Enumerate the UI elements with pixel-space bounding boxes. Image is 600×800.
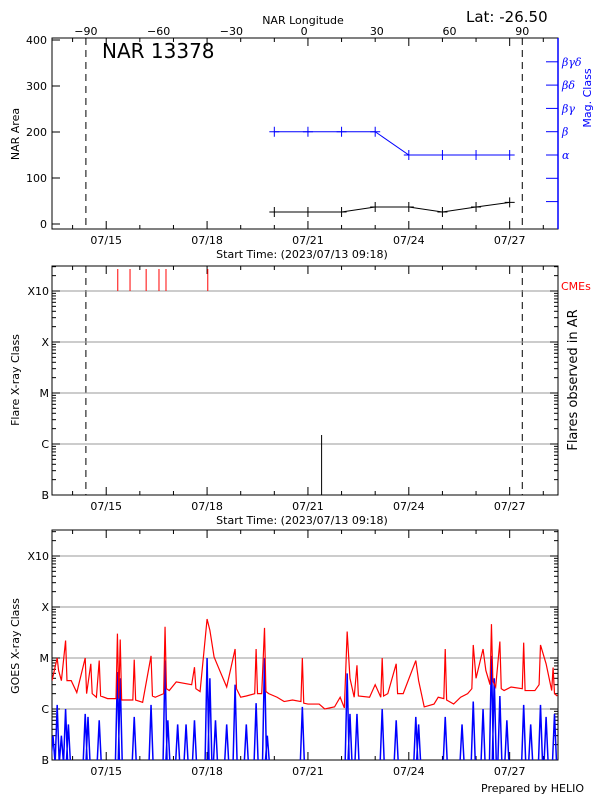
class-tick-label: X10 xyxy=(27,550,49,563)
class-tick-label: B xyxy=(41,754,49,767)
mag-class-tick-label: βγ xyxy=(561,102,575,115)
area-tick-label: 100 xyxy=(26,172,47,185)
x-tick-label: 07/27 xyxy=(494,765,526,778)
x-tick-label: 07/15 xyxy=(90,500,122,513)
area-tick-label: 200 xyxy=(26,126,47,139)
longitude-tick-label: −60 xyxy=(147,25,170,38)
x-tick-label: 07/15 xyxy=(90,765,122,778)
longitude-tick-label: 0 xyxy=(301,25,308,38)
flares-observed-label: Flares observed in AR xyxy=(566,309,581,450)
x-tick-label: 07/24 xyxy=(393,234,425,247)
area-point xyxy=(336,207,347,218)
area-point xyxy=(302,207,313,218)
x-tick-label: 07/27 xyxy=(494,500,526,513)
area-tick-label: 300 xyxy=(26,80,47,93)
top-axis-label: NAR Longitude xyxy=(262,14,344,27)
latitude-annotation: Lat: -26.50 xyxy=(466,8,548,26)
goes-short-channel-line xyxy=(52,655,558,760)
x-tick-label: 07/21 xyxy=(292,765,324,778)
x-tick-label: 07/15 xyxy=(90,234,122,247)
class-tick-label: X xyxy=(41,601,49,614)
class-tick-label: M xyxy=(40,652,50,665)
chart-title: NAR 13378 xyxy=(102,39,215,63)
mag-class-point xyxy=(336,126,347,137)
class-tick-label: B xyxy=(41,489,49,502)
middle-x-axis-label: Start Time: (2023/07/13 09:18) xyxy=(216,514,388,527)
flare-axis-label: Flare X-ray Class xyxy=(9,334,22,426)
area-point xyxy=(471,201,482,212)
mag-class-tick-label: βδ xyxy=(561,79,575,92)
longitude-tick-label: 30 xyxy=(370,25,384,38)
panel-frame-2 xyxy=(51,265,559,496)
mag-class-point xyxy=(370,126,381,137)
class-tick-label: C xyxy=(41,438,49,451)
area-point xyxy=(437,207,448,218)
x-tick-label: 07/18 xyxy=(191,765,223,778)
area-series-line xyxy=(274,201,510,213)
longitude-tick-label: 90 xyxy=(515,25,529,38)
mag-class-point xyxy=(269,126,280,137)
area-tick-label: 0 xyxy=(40,218,47,231)
top-x-axis-label: Start Time: (2023/07/13 09:18) xyxy=(216,248,388,261)
x-tick-label: 07/18 xyxy=(191,500,223,513)
class-tick-label: C xyxy=(41,703,49,716)
mag-class-point xyxy=(471,150,482,160)
longitude-tick-label: −90 xyxy=(74,25,97,38)
goes-long-channel-line xyxy=(52,618,558,710)
x-tick-label: 07/18 xyxy=(191,234,223,247)
mag-class-axis-label: Mag. Class xyxy=(581,68,594,127)
panel-frame-1 xyxy=(51,37,559,230)
class-tick-label: X xyxy=(41,336,49,349)
class-tick-label: M xyxy=(40,387,50,400)
area-tick-label: 400 xyxy=(26,34,47,47)
mag-class-series-line xyxy=(274,131,510,156)
area-axis-label: NAR Area xyxy=(9,108,22,160)
footer-credit: Prepared by HELIO xyxy=(481,782,584,795)
longitude-tick-label: 60 xyxy=(443,25,457,38)
x-tick-label: 07/21 xyxy=(292,234,324,247)
mag-class-tick-label: α xyxy=(562,149,570,162)
mag-class-point xyxy=(302,126,313,137)
x-tick-label: 07/24 xyxy=(393,765,425,778)
mag-class-point xyxy=(504,150,515,160)
x-tick-label: 07/27 xyxy=(494,234,526,247)
goes-axis-label: GOES X-ray Class xyxy=(9,598,22,694)
mag-class-tick-label: β xyxy=(561,126,568,139)
cme-label: CMEs xyxy=(561,280,591,293)
class-tick-label: X10 xyxy=(27,285,49,298)
x-tick-label: 07/24 xyxy=(393,500,425,513)
mag-class-point xyxy=(403,150,414,160)
area-point xyxy=(370,201,381,212)
longitude-tick-label: −30 xyxy=(220,25,243,38)
mag-class-point xyxy=(437,150,448,160)
area-point xyxy=(504,197,515,208)
mag-class-tick-label: βγδ xyxy=(561,56,582,69)
area-point xyxy=(403,201,414,212)
x-tick-label: 07/21 xyxy=(292,500,324,513)
area-point xyxy=(269,207,280,218)
